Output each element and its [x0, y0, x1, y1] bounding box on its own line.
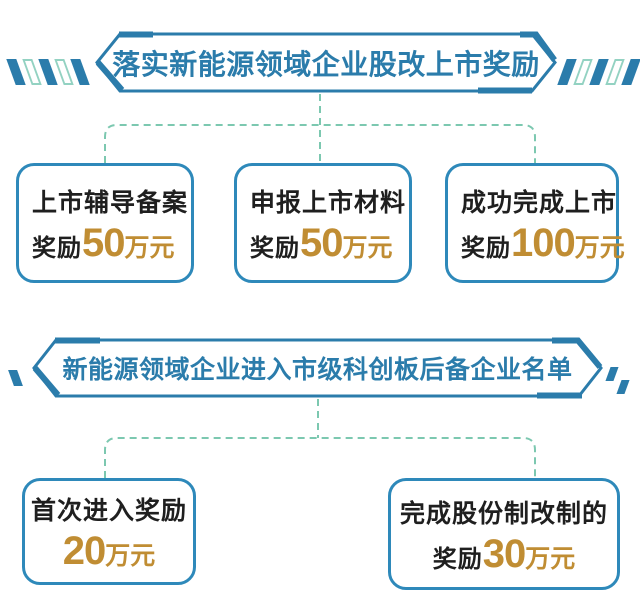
- decorative-slashes-right-1: [557, 59, 640, 85]
- reward-prefix: 奖励: [461, 234, 511, 262]
- connector1-bracket: [104, 124, 536, 163]
- decorative-slashes-left-1: [6, 59, 91, 85]
- reward-prefix: 奖励: [32, 234, 82, 262]
- section1-banner: 落实新能源领域企业股改上市奖励: [95, 31, 557, 94]
- reward-card-title: 上市辅导备案: [32, 188, 189, 217]
- reward-amount-row: 奖励 100 万元: [461, 223, 625, 264]
- reward-card-listing-guidance: 上市辅导备案 奖励 50 万元: [16, 163, 194, 283]
- reward-prefix: 奖励: [432, 545, 483, 573]
- reward-unit: 万元: [574, 233, 625, 262]
- banner-frame-icon: [95, 31, 557, 94]
- section1-title: 落实新能源领域企业股改上市奖励: [112, 48, 540, 80]
- reward-amount-row: 奖励 30 万元: [433, 534, 576, 575]
- reward-amount-row: 奖励 50 万元: [250, 223, 393, 264]
- reward-unit: 万元: [124, 233, 175, 262]
- reward-amount: 50: [300, 220, 343, 265]
- reward-prefix: 奖励: [250, 234, 300, 262]
- reward-unit: 万元: [525, 544, 576, 573]
- reward-card-first-entry: 首次进入奖励 20 万元: [22, 478, 196, 585]
- reward-amount: 30: [482, 531, 526, 576]
- slash-icon: [70, 59, 90, 85]
- section2-title: 新能源领域企业进入市级科创板后备企业名单: [62, 356, 573, 384]
- connector2-bracket: [104, 437, 536, 478]
- reward-card-title: 申报上市材料: [250, 188, 407, 217]
- reward-unit: 万元: [342, 233, 393, 262]
- reward-card-title: 首次进入奖励: [30, 497, 187, 525]
- banner-frame-icon: [32, 337, 603, 399]
- reward-card-shareholding-reform: 完成股份制改制的 奖励 30 万元: [388, 478, 620, 590]
- reward-unit: 万元: [105, 542, 156, 570]
- reward-amount-row: 20 万元: [63, 531, 156, 572]
- reward-card-application-materials: 申报上市材料 奖励 50 万元: [234, 163, 412, 283]
- reward-card-title: 完成股份制改制的: [399, 499, 608, 528]
- reward-card-successful-listing: 成功完成上市 奖励 100 万元: [445, 163, 625, 283]
- section2-banner: 新能源领域企业进入市级科创板后备企业名单: [32, 337, 603, 399]
- reward-amount: 20: [62, 529, 106, 573]
- reward-amount: 100: [511, 220, 576, 265]
- reward-amount: 50: [82, 220, 125, 265]
- slash-icon: [621, 59, 640, 85]
- reward-card-title: 成功完成上市: [461, 188, 618, 217]
- reward-amount-row: 奖励 50 万元: [32, 223, 175, 264]
